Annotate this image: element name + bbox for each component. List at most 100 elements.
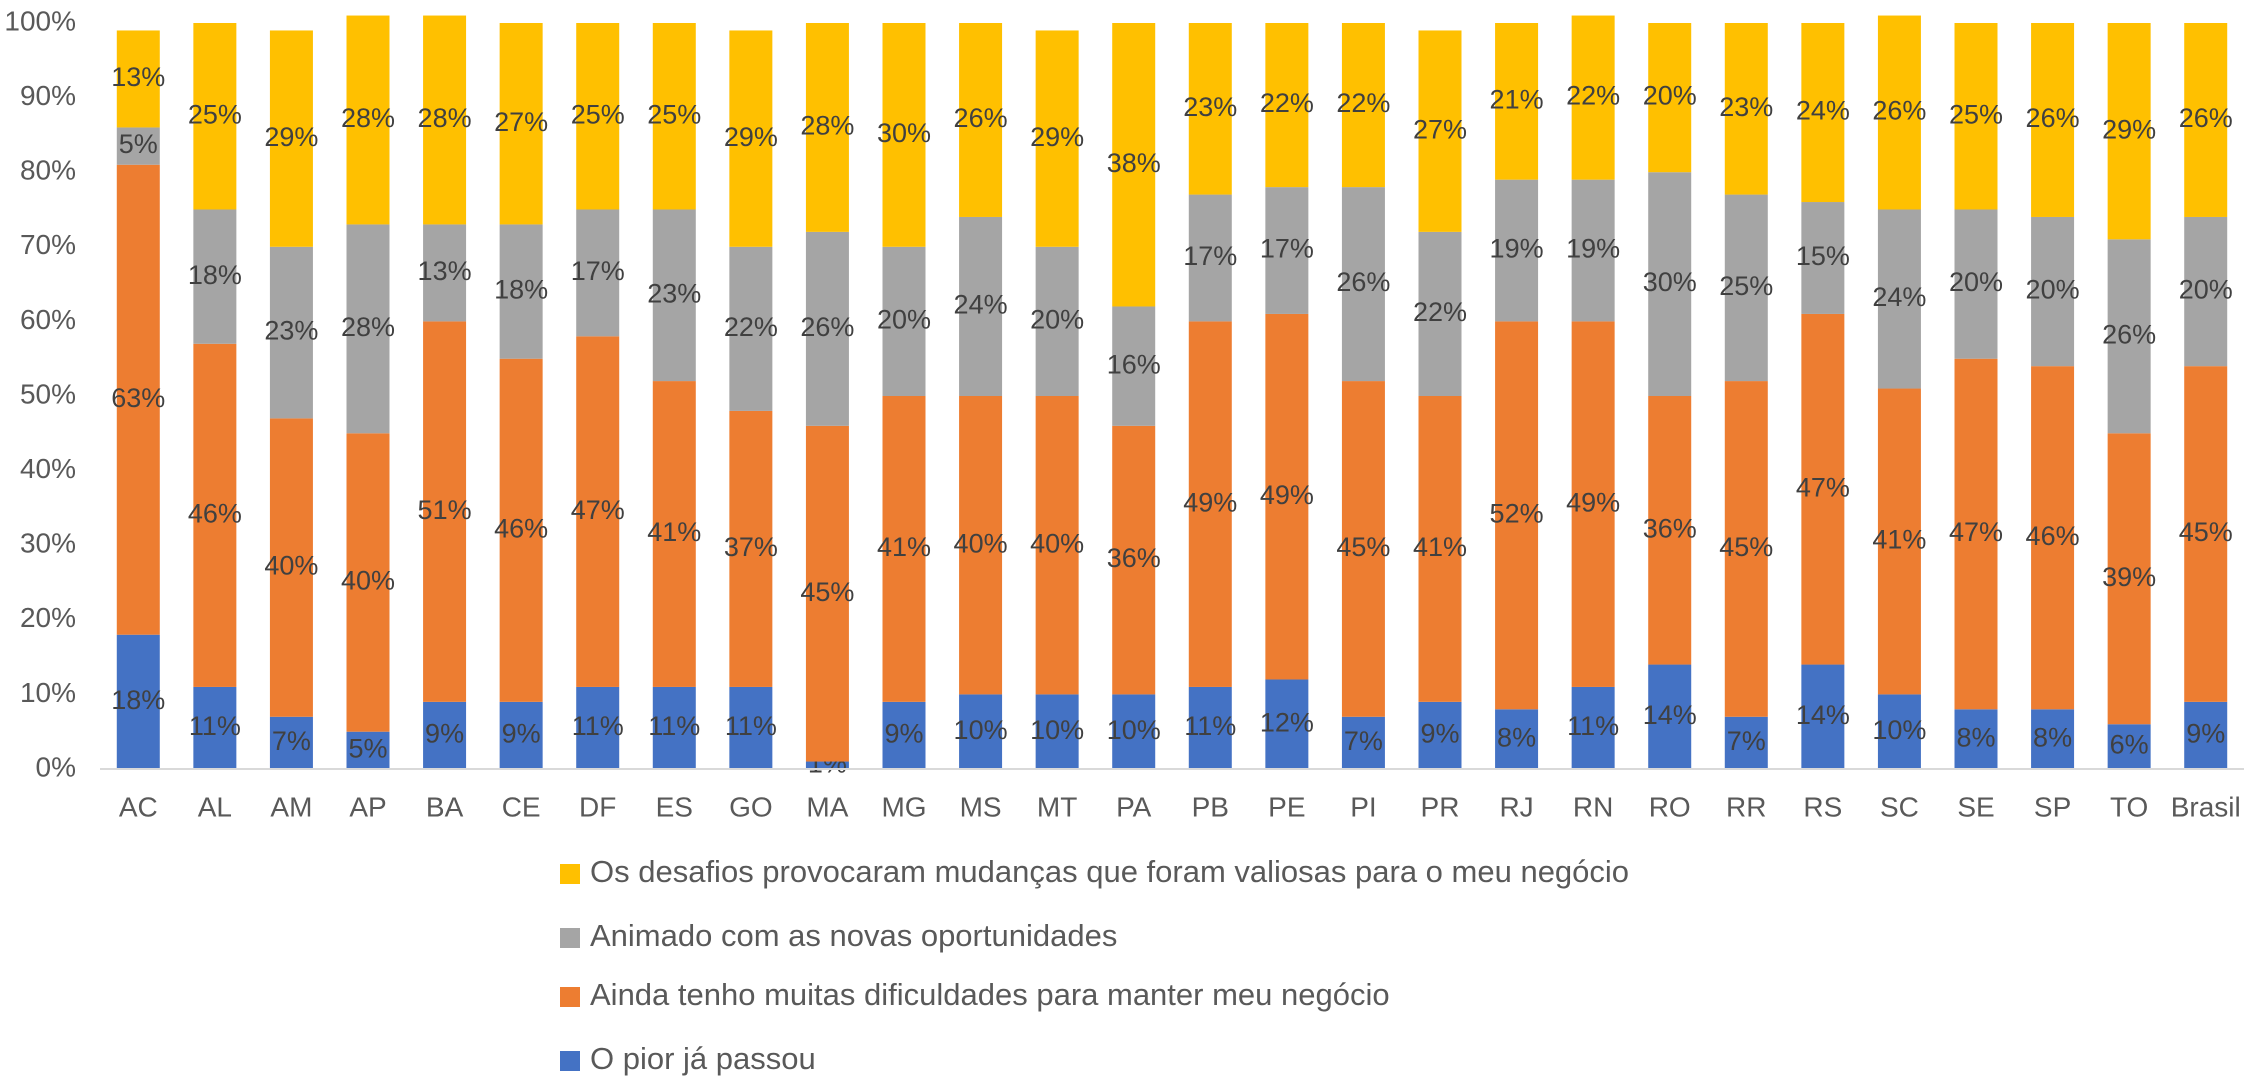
y-tick-label: 80% [20,155,76,186]
bar-segment [1648,172,1692,396]
bar-segment [193,23,237,210]
bar-segment [1418,396,1462,702]
data-label: 22% [1566,81,1620,111]
bar-segment [1495,23,1539,180]
bar-segment [882,246,926,396]
bar-segment [1495,709,1539,769]
bar-segment [116,127,160,165]
bar-segment [1495,321,1539,710]
bar-segment [1571,15,1615,180]
y-tick-label: 10% [20,677,76,708]
data-label: 51% [418,495,472,525]
bar-segment [1188,23,1232,195]
bar-segment [1954,23,1998,210]
data-label: 49% [1183,487,1237,517]
bar-segment [959,694,1003,769]
data-label: 29% [2102,114,2156,144]
data-label: 8% [2033,722,2072,752]
bar-segment [269,30,313,247]
data-label: 25% [1949,99,2003,129]
x-tick-label: RR [1726,791,1766,822]
data-label: 46% [494,513,548,543]
data-label: 23% [1719,92,1773,122]
data-label: 11% [189,711,241,741]
data-label: 40% [1030,528,1084,558]
x-tick-label: MA [806,791,848,822]
bar-segment [1877,694,1921,769]
bar-segment [1265,187,1309,314]
data-label: 47% [571,495,625,525]
data-label: 19% [1566,234,1620,264]
bar-segment [1265,679,1309,769]
data-label: 18% [111,685,165,715]
bar-segment [729,410,773,687]
bar-segment [1112,306,1156,426]
bar-segment [1112,694,1156,769]
data-label: 17% [1260,234,1314,264]
bar-segment [1571,179,1615,322]
bar-segment [423,15,467,225]
y-tick-label: 20% [20,602,76,633]
bar-segment [1188,686,1232,769]
bar-segment [1035,396,1079,695]
bar-segment [729,246,773,411]
data-label: 28% [800,111,854,141]
bar-segment [1571,686,1615,769]
x-tick-label: RS [1803,791,1842,822]
data-label: 6% [2110,730,2149,760]
bar-segment [2184,23,2228,217]
data-label: 47% [1796,472,1850,502]
data-label: 23% [264,316,318,346]
data-label: 49% [1566,487,1620,517]
data-label: 8% [1497,722,1536,752]
bar-segment [1801,202,1845,314]
x-tick-label: MG [881,791,926,822]
bar-segment [576,23,620,210]
data-label: 20% [1643,81,1697,111]
data-label: 11% [725,711,777,741]
y-tick-label: 0% [36,751,76,782]
data-label: 20% [2026,275,2080,305]
data-label: 10% [1030,715,1084,745]
bar-segment [269,716,313,769]
bar-segment [269,246,313,419]
bar-segment [2107,239,2151,434]
data-label: 41% [877,532,931,562]
bar-segment [1341,187,1385,382]
x-tick-label: Brasil [2171,791,2241,822]
data-label: 17% [571,256,625,286]
legend-label: Ainda tenho muitas dificuldades para man… [590,977,1390,1012]
bar-segment [729,686,773,769]
bar-segment [1112,425,1156,695]
data-label: 36% [1643,513,1697,543]
data-label: 17% [1183,241,1237,271]
data-label: 26% [2179,103,2233,133]
data-label: 13% [111,62,165,92]
bar-segment [2107,23,2151,240]
bar-segment [1035,694,1079,769]
data-label: 23% [1183,92,1237,122]
bar-segment [1265,313,1309,680]
bar-segment [1954,358,1998,710]
bar-segment [423,224,467,322]
bar-segment [1341,716,1385,769]
data-label: 25% [647,99,701,129]
data-label: 25% [188,99,242,129]
data-label: 10% [1107,715,1161,745]
bar-segment [1418,231,1462,396]
data-label: 13% [418,256,472,286]
legend-swatch [560,928,580,948]
x-tick-label: RO [1649,791,1691,822]
data-label: 22% [1336,88,1390,118]
data-label: 20% [2179,275,2233,305]
y-tick-label: 50% [20,378,76,409]
legend-label: Os desafios provocaram mudanças que fora… [590,854,1629,889]
legend-swatch [560,987,580,1007]
data-label: 41% [1413,532,1467,562]
y-tick-label: 90% [20,80,76,111]
data-label: 5% [348,733,387,763]
bar-segment [1341,23,1385,188]
data-label: 45% [800,577,854,607]
data-label: 20% [877,305,931,335]
data-label: 11% [648,711,700,741]
